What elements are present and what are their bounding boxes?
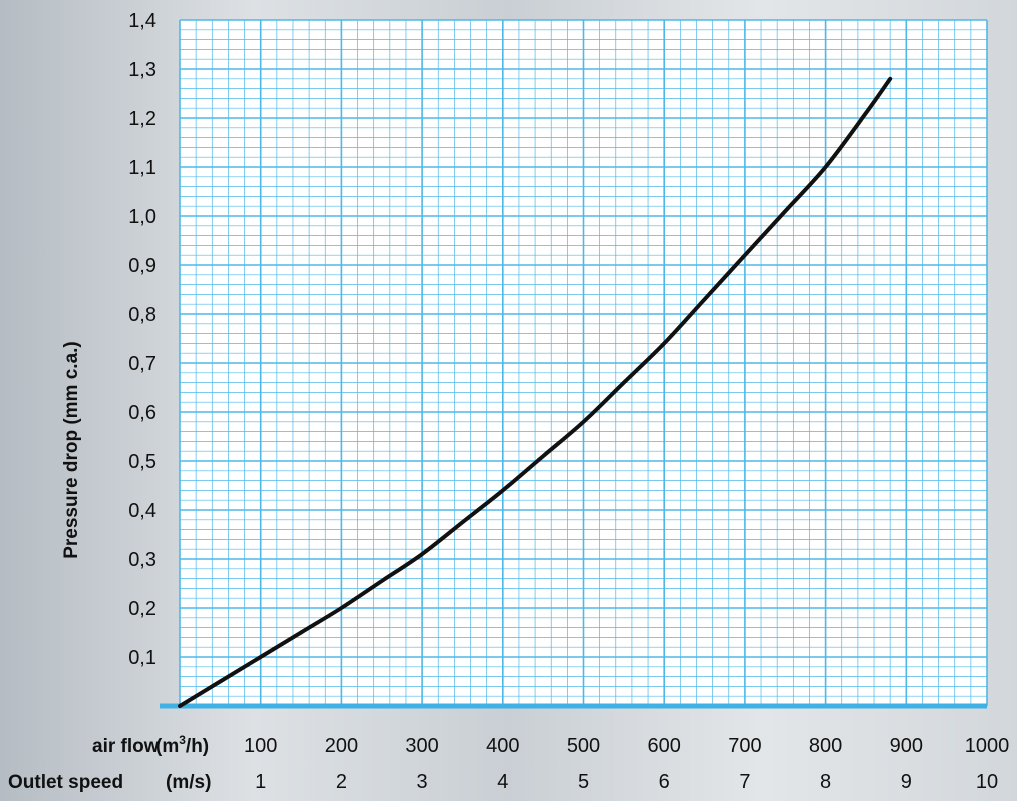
x-tick-label: 700	[728, 735, 761, 757]
y-tick-label: 0,5	[128, 451, 156, 473]
air-flow-label: air flow	[92, 736, 159, 757]
y-tick-label: 1,1	[128, 157, 156, 179]
outlet-speed-unit: (m/s)	[166, 772, 211, 793]
y-tick-label: 0,8	[128, 304, 156, 326]
speed-tick-label: 7	[739, 771, 750, 793]
y-tick-label: 1,3	[128, 59, 156, 81]
x-tick-label: 500	[567, 735, 600, 757]
speed-tick-label: 9	[901, 771, 912, 793]
y-tick-labels: 0,1 0,2 0,3 0,4 0,5 0,6 0,7 0,8 0,9 1,0 1,1 1,2 1,3 1…	[128, 10, 156, 669]
x-tick-label: 300	[405, 735, 438, 757]
speed-tick-label: 10	[976, 771, 998, 793]
x-tick-label: 600	[648, 735, 681, 757]
speed-tick-label: 8	[820, 771, 831, 793]
y-axis-label: Pressure drop (mm c.a.)	[61, 341, 82, 559]
x-tick-label: 100	[244, 735, 277, 757]
speed-tick-label: 6	[659, 771, 670, 793]
speed-tick-label: 5	[578, 771, 589, 793]
speed-tick-label: 2	[336, 771, 347, 793]
pressure-drop-curve	[178, 76, 893, 708]
air-flow-unit: (m3/h)	[156, 733, 209, 757]
speed-tick-label: 4	[497, 771, 508, 793]
x-tick-label: 200	[325, 735, 358, 757]
x-tick-label: 400	[486, 735, 519, 757]
y-tick-label: 0,6	[128, 402, 156, 424]
x-tick-label: 900	[890, 735, 923, 757]
y-tick-label: 1,0	[128, 206, 156, 228]
speed-tick-labels: 1 2 3 4 5 6 7 8 9 10	[255, 771, 998, 793]
y-tick-label: 0,2	[128, 598, 156, 620]
speed-tick-label: 3	[417, 771, 428, 793]
y-tick-label: 0,7	[128, 353, 156, 375]
y-tick-label: 0,1	[128, 647, 156, 669]
y-tick-label: 1,2	[128, 108, 156, 130]
y-tick-label: 0,3	[128, 549, 156, 571]
speed-tick-label: 1	[255, 771, 266, 793]
y-tick-label: 0,9	[128, 255, 156, 277]
major-grid	[179, 19, 988, 707]
y-tick-label: 0,4	[128, 500, 156, 522]
x-tick-label: 1000	[965, 735, 1010, 757]
x-tick-labels: 100 200 300 400 500 600 700 800 900 1000	[244, 735, 1009, 757]
y-tick-label: 1,4	[128, 10, 156, 32]
x-tick-label: 800	[809, 735, 842, 757]
outlet-speed-label: Outlet speed	[8, 772, 123, 793]
